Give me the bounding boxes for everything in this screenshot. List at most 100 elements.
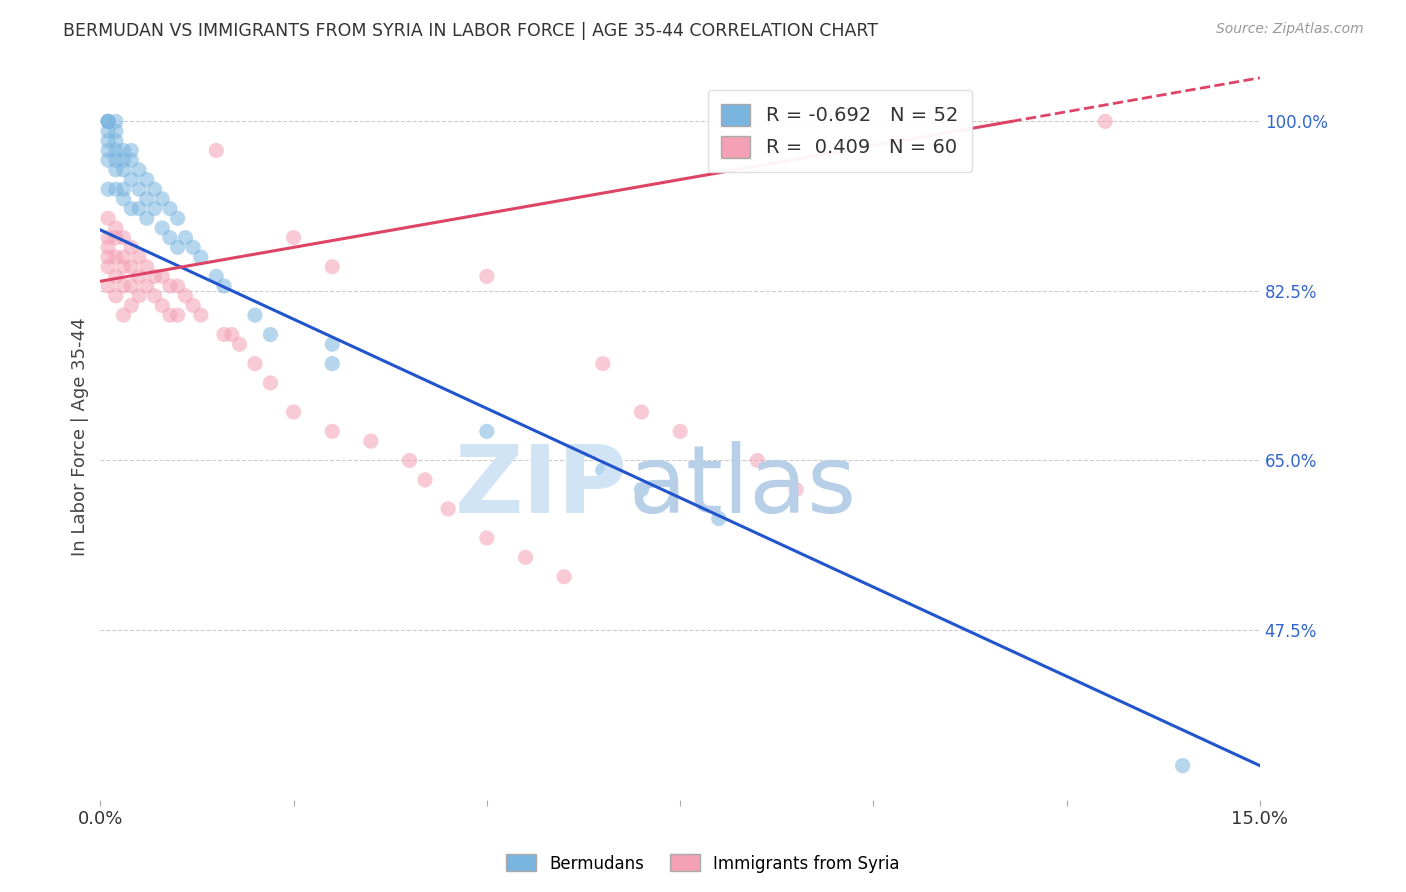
Point xyxy=(475,269,498,284)
Point xyxy=(212,279,235,293)
Point xyxy=(120,172,142,186)
Point xyxy=(228,337,250,351)
Legend: Bermudans, Immigrants from Syria: Bermudans, Immigrants from Syria xyxy=(499,847,907,880)
Point xyxy=(112,230,135,244)
Point xyxy=(104,182,127,196)
Point xyxy=(120,240,142,254)
Point xyxy=(515,550,537,565)
Point xyxy=(669,425,692,439)
Point xyxy=(112,192,135,206)
Point xyxy=(321,337,343,351)
Point xyxy=(1171,758,1194,772)
Point xyxy=(97,153,120,168)
Point xyxy=(120,298,142,312)
Point xyxy=(243,357,266,371)
Point xyxy=(259,376,281,390)
Text: Source: ZipAtlas.com: Source: ZipAtlas.com xyxy=(1216,22,1364,37)
Point xyxy=(553,570,575,584)
Point xyxy=(174,289,197,303)
Point xyxy=(104,269,127,284)
Point xyxy=(135,192,157,206)
Point xyxy=(128,269,150,284)
Point xyxy=(166,211,188,226)
Point xyxy=(630,405,652,419)
Point xyxy=(104,162,127,177)
Text: atlas: atlas xyxy=(628,442,856,533)
Point xyxy=(128,182,150,196)
Point xyxy=(785,483,807,497)
Point xyxy=(190,250,212,264)
Point xyxy=(1094,114,1116,128)
Point xyxy=(112,279,135,293)
Point xyxy=(104,114,127,128)
Point xyxy=(104,230,127,244)
Point xyxy=(135,172,157,186)
Point xyxy=(212,327,235,342)
Point xyxy=(159,279,181,293)
Point xyxy=(112,260,135,274)
Point xyxy=(97,114,120,128)
Point xyxy=(630,483,652,497)
Point xyxy=(135,260,157,274)
Point xyxy=(321,260,343,274)
Text: BERMUDAN VS IMMIGRANTS FROM SYRIA IN LABOR FORCE | AGE 35-44 CORRELATION CHART: BERMUDAN VS IMMIGRANTS FROM SYRIA IN LAB… xyxy=(63,22,879,40)
Point xyxy=(120,260,142,274)
Point xyxy=(112,162,135,177)
Point xyxy=(97,240,120,254)
Point xyxy=(104,134,127,148)
Point xyxy=(97,114,120,128)
Point xyxy=(221,327,243,342)
Point xyxy=(150,192,173,206)
Point xyxy=(437,502,460,516)
Point xyxy=(181,298,204,312)
Point xyxy=(283,405,305,419)
Y-axis label: In Labor Force | Age 35-44: In Labor Force | Age 35-44 xyxy=(72,317,89,556)
Point xyxy=(104,153,127,168)
Point xyxy=(398,453,420,467)
Point xyxy=(143,182,166,196)
Point xyxy=(97,134,120,148)
Point xyxy=(413,473,436,487)
Point xyxy=(128,162,150,177)
Point xyxy=(150,221,173,235)
Point xyxy=(97,182,120,196)
Point xyxy=(243,308,266,322)
Point xyxy=(104,144,127,158)
Point xyxy=(120,153,142,168)
Point xyxy=(120,202,142,216)
Point xyxy=(321,425,343,439)
Point xyxy=(181,240,204,254)
Point xyxy=(166,279,188,293)
Point xyxy=(120,279,142,293)
Point xyxy=(707,511,730,525)
Point xyxy=(174,230,197,244)
Point xyxy=(104,221,127,235)
Point xyxy=(97,144,120,158)
Point xyxy=(104,124,127,138)
Point xyxy=(283,230,305,244)
Point xyxy=(475,425,498,439)
Point xyxy=(128,289,150,303)
Point xyxy=(150,269,173,284)
Legend: R = -0.692   N = 52, R =  0.409   N = 60: R = -0.692 N = 52, R = 0.409 N = 60 xyxy=(707,90,972,172)
Point xyxy=(112,182,135,196)
Point xyxy=(150,298,173,312)
Point xyxy=(159,230,181,244)
Point xyxy=(104,289,127,303)
Point xyxy=(205,144,228,158)
Point xyxy=(143,289,166,303)
Point xyxy=(321,357,343,371)
Point xyxy=(112,250,135,264)
Point xyxy=(97,250,120,264)
Point xyxy=(97,211,120,226)
Point xyxy=(592,357,614,371)
Point xyxy=(97,260,120,274)
Point xyxy=(97,114,120,128)
Point xyxy=(120,144,142,158)
Point xyxy=(112,144,135,158)
Point xyxy=(159,308,181,322)
Point xyxy=(97,230,120,244)
Point xyxy=(112,308,135,322)
Point xyxy=(97,279,120,293)
Point xyxy=(259,327,281,342)
